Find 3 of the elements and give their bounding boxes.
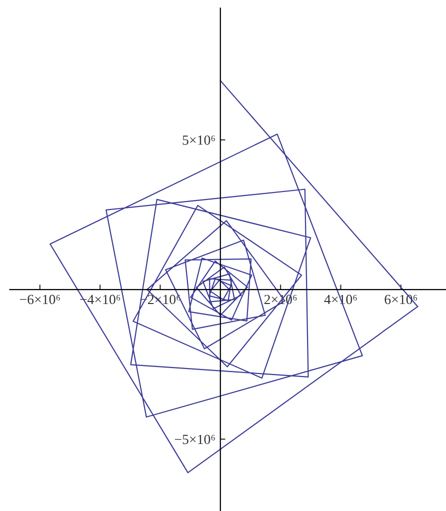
y-tick-label: 5×10⁶ — [182, 135, 215, 145]
x-tick-label: −6×10⁶ — [20, 294, 60, 304]
y-tick-label: −5×10⁶ — [174, 434, 215, 444]
